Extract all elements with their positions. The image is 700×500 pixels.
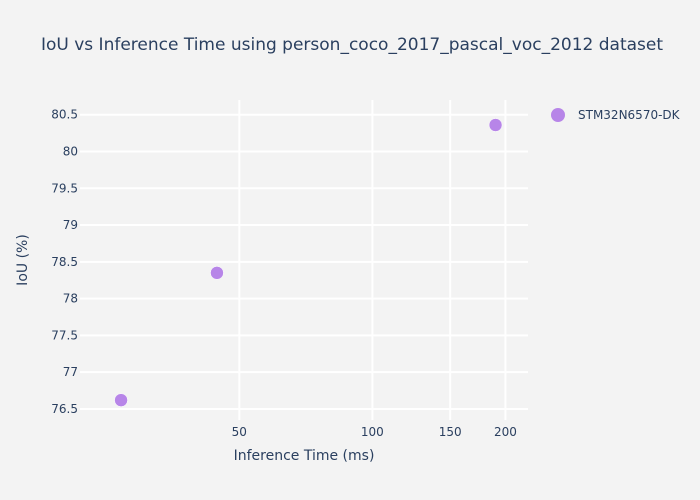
x-axis-title: Inference Time (ms) (234, 448, 375, 464)
x-tick-labels: 50 100 150 200 (232, 425, 517, 439)
data-point (210, 266, 224, 280)
legend[interactable]: STM32N6570-DK (551, 108, 681, 122)
y-tick-label: 80.5 (51, 108, 78, 122)
x-tick-label: 50 (232, 425, 247, 439)
y-tick-label: 76.5 (51, 402, 78, 416)
legend-label: STM32N6570-DK (578, 108, 681, 122)
y-tick-label: 77 (63, 365, 78, 379)
y-grid (80, 113, 528, 410)
chart-title: IoU vs Inference Time using person_coco_… (41, 35, 663, 55)
y-tick-label: 79 (63, 218, 78, 232)
y-tick-label: 79.5 (51, 181, 78, 195)
y-tick-label: 77.5 (51, 328, 78, 342)
legend-marker (551, 108, 565, 122)
data-point (114, 393, 128, 407)
x-tick-label: 200 (494, 425, 517, 439)
x-tick-label: 150 (439, 425, 462, 439)
y-tick-label: 78 (63, 292, 78, 306)
data-points (114, 118, 503, 407)
x-tick-label: 100 (361, 425, 384, 439)
y-tick-labels: 76.5 77 77.5 78 78.5 79 79.5 80 80.5 (51, 108, 78, 416)
y-tick-label: 78.5 (51, 255, 78, 269)
y-tick-label: 80 (63, 144, 78, 158)
plot-background (80, 100, 528, 420)
data-point (488, 118, 503, 132)
y-axis-title: IoU (%) (15, 234, 31, 286)
x-grid (238, 100, 507, 420)
